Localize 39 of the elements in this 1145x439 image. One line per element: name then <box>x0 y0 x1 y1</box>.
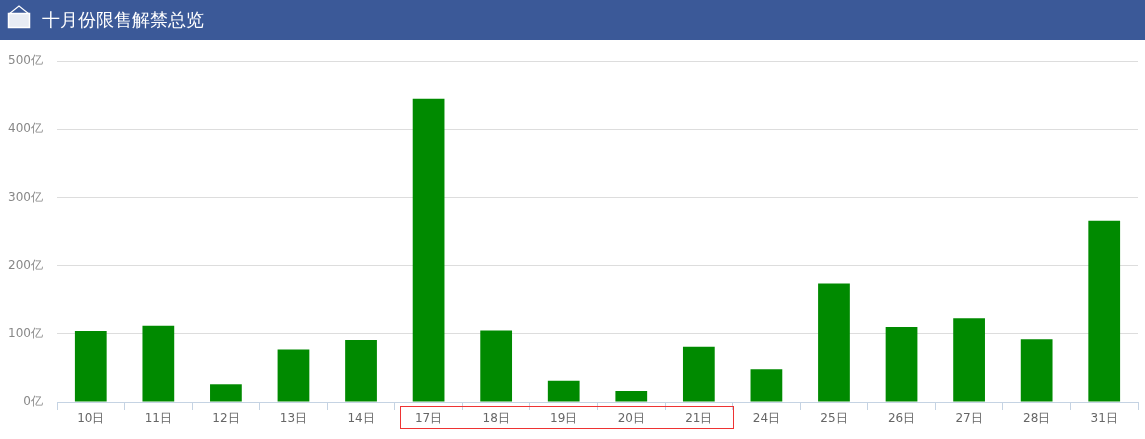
bar <box>953 318 985 402</box>
x-tick-label: 18日 <box>482 411 510 426</box>
x-tick-label: 17日 <box>414 411 443 426</box>
bar <box>682 346 715 402</box>
x-tick-label: 13日 <box>279 411 308 426</box>
bar <box>750 369 783 402</box>
bar <box>74 331 107 402</box>
x-tick-label: 27日 <box>955 411 983 426</box>
bar <box>1020 339 1053 402</box>
x-tick-label: 14日 <box>347 411 375 426</box>
x-tick-label: 26日 <box>887 411 916 426</box>
bar <box>345 339 377 402</box>
y-tick-label: 0亿 <box>23 394 43 409</box>
bar <box>818 283 850 402</box>
y-tick-label: 100亿 <box>8 325 43 340</box>
y-tick-label: 400亿 <box>8 121 43 136</box>
x-tick-label: 24日 <box>752 411 781 426</box>
x-tick-label: 12日 <box>212 411 240 426</box>
bar <box>210 384 242 402</box>
x-tick-label: 10日 <box>77 411 105 426</box>
x-tick-label: 31日 <box>1090 411 1118 426</box>
bar <box>480 330 513 402</box>
bar <box>547 380 580 402</box>
bar <box>412 98 445 402</box>
bar <box>142 325 175 402</box>
y-tick-label: 200亿 <box>8 257 43 272</box>
x-tick-label: 19日 <box>550 411 578 426</box>
y-tick-label: 300亿 <box>8 189 43 204</box>
bar <box>615 391 648 402</box>
x-tick-label: 20日 <box>617 411 645 426</box>
bar <box>277 349 310 402</box>
chart-title: 十月份限售解禁总览 <box>42 8 204 32</box>
bar <box>1088 220 1121 402</box>
y-tick-label: 500亿 <box>8 53 43 68</box>
x-tick-label: 28日 <box>1023 411 1051 426</box>
bar <box>885 327 918 402</box>
x-tick-label: 11日 <box>144 411 172 426</box>
x-tick-label: 21日 <box>685 411 713 426</box>
x-tick-label: 25日 <box>820 411 848 426</box>
